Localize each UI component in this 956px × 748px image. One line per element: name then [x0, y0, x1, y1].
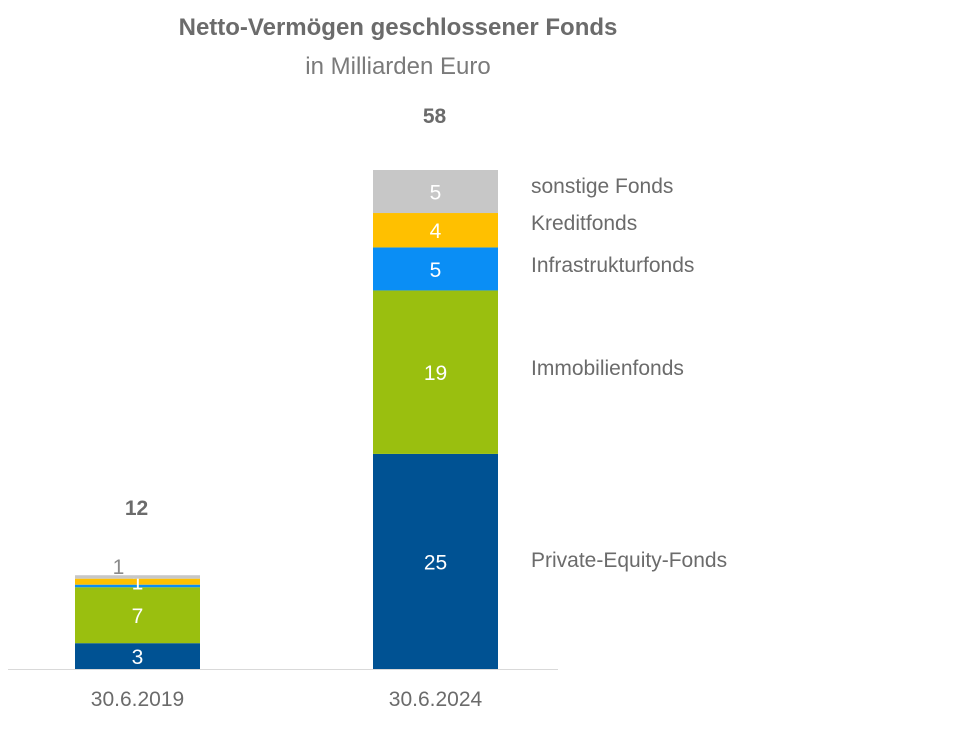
bar-segment-1-0 — [373, 453, 498, 669]
data-label-1-1: 19 — [424, 362, 447, 385]
legend-entry-2: Infrastrukturfonds — [531, 254, 694, 277]
bar-segment-1-2 — [373, 247, 498, 291]
plot-area: 3 7 11 12 30.6.2019 25 19 5 4 5 58 30.6.2024 Private… — [8, 105, 727, 711]
data-label-0-0: 3 — [132, 646, 144, 669]
data-label-1-4: 5 — [430, 182, 442, 205]
legend-entry-1: Immobilienfonds — [531, 357, 684, 380]
bar-segment-0-0 — [75, 643, 200, 669]
chart-subtitle: in Milliarden Euro — [305, 53, 490, 80]
total-label-0: 12 — [125, 497, 148, 520]
data-label-0-1: 7 — [132, 605, 144, 628]
bar-segment-0-2 — [75, 584, 200, 588]
bar-segment-0-1 — [75, 587, 200, 644]
data-label-1-3: 4 — [430, 220, 442, 243]
data-label-0-3: 1 — [132, 572, 144, 595]
bar-segment-1-4 — [373, 170, 498, 214]
data-label-0-4: 1 — [113, 556, 125, 579]
x-tick-label-1: 30.6.2024 — [389, 688, 483, 711]
data-label-1-0: 25 — [424, 551, 447, 574]
legend-entry-4: sonstige Fonds — [531, 175, 673, 198]
bar-segment-1-3 — [373, 213, 498, 248]
x-tick-label-0: 30.6.2019 — [91, 688, 184, 711]
data-label-1-2: 5 — [430, 259, 442, 282]
bar-segment-1-1 — [373, 290, 498, 454]
bar-segment-0-4 — [75, 575, 200, 579]
legend-entry-3: Kreditfonds — [531, 212, 637, 235]
chart-title: Netto-Vermögen geschlossener Fonds — [179, 14, 618, 41]
bar-segment-0-3 — [75, 578, 200, 585]
legend-entry-0: Private-Equity-Fonds — [531, 549, 727, 572]
total-label-1: 58 — [423, 105, 447, 128]
